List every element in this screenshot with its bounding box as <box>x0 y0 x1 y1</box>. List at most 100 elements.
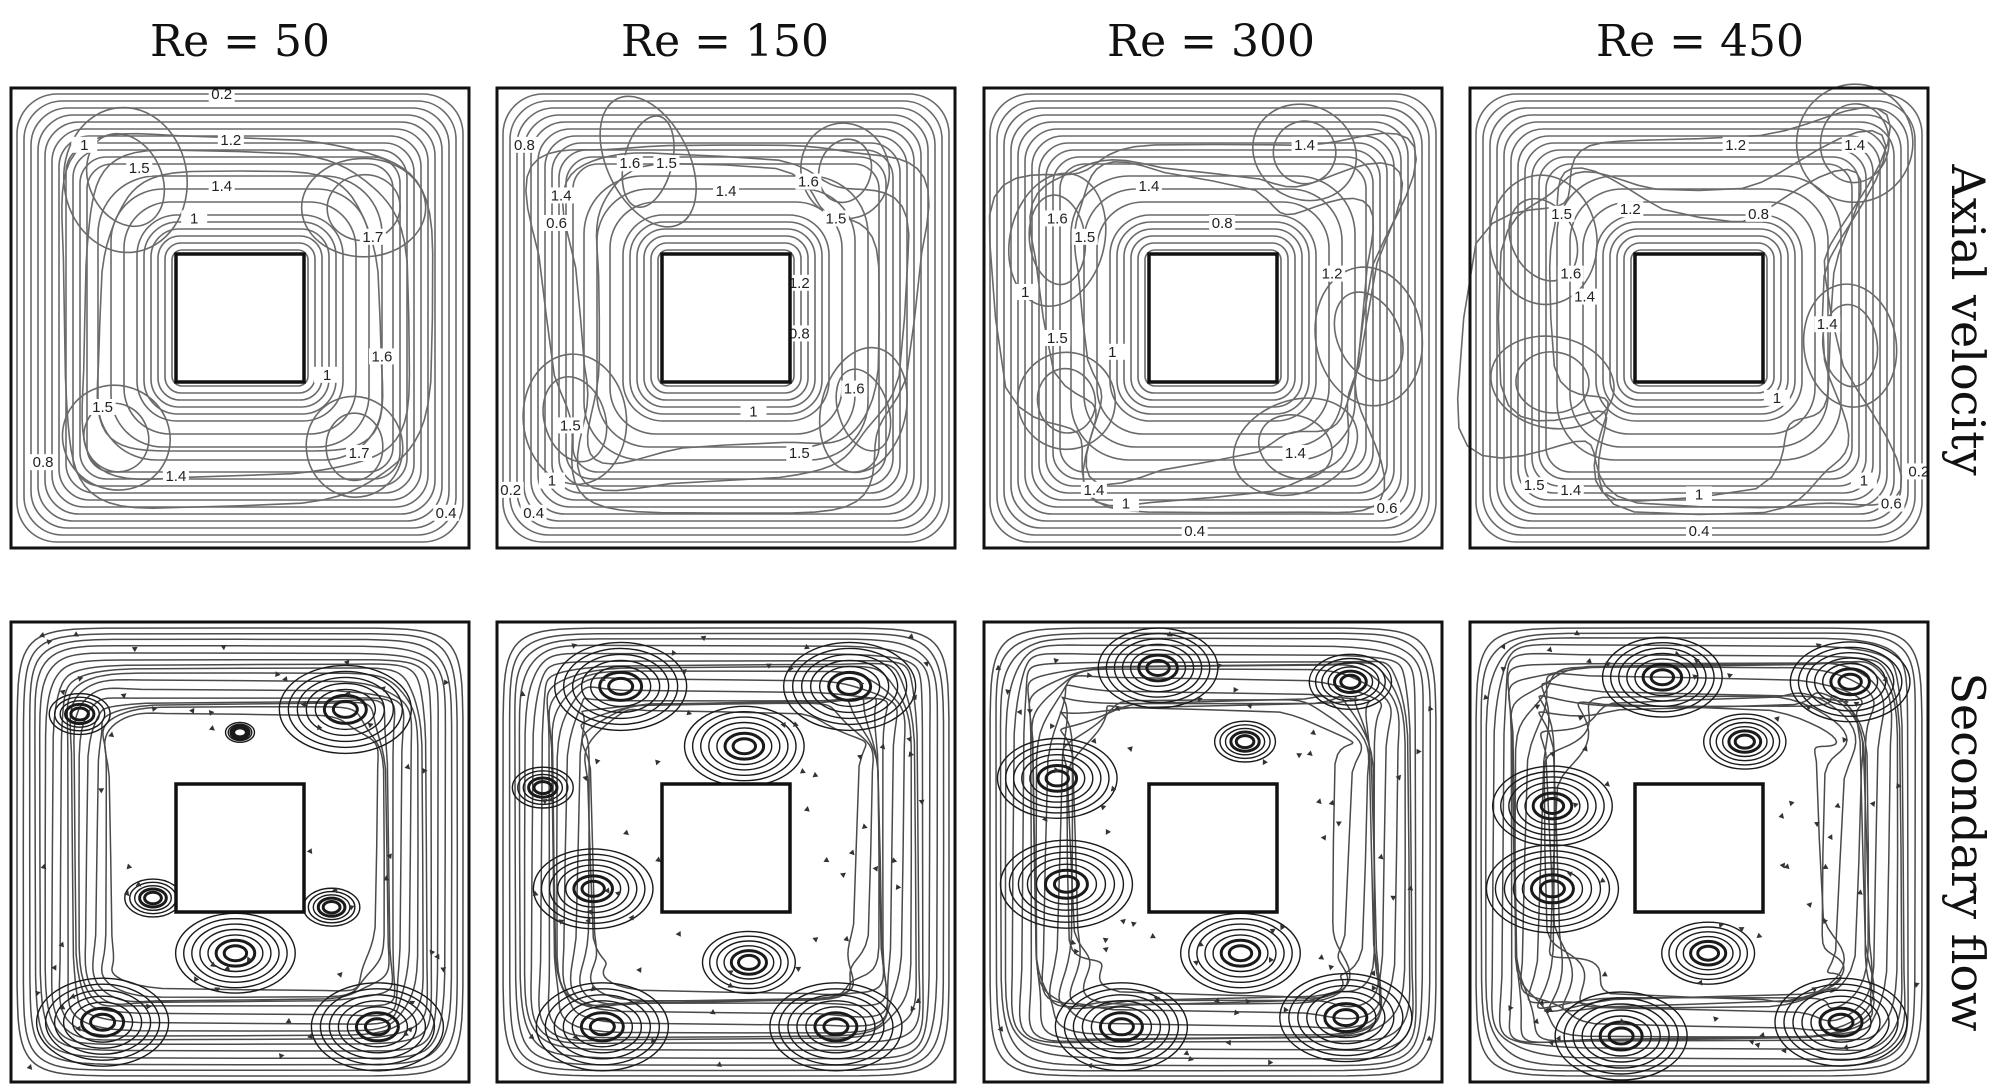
contour-label: 1.7 <box>349 445 370 462</box>
flow-arrow <box>1390 895 1397 901</box>
flow-arrow <box>1310 729 1316 735</box>
vortex-ring <box>1810 1001 1872 1043</box>
square-obstacle <box>1147 252 1279 384</box>
flow-arrow <box>872 865 879 872</box>
streamline <box>538 662 917 1042</box>
vortex-ring <box>571 653 670 720</box>
vortex-ring <box>511 766 574 809</box>
inner-contour <box>1595 214 1803 422</box>
contour-label: 1.5 <box>656 155 677 172</box>
contour-label: 1.6 <box>372 348 393 365</box>
vortex-ring <box>1012 748 1102 809</box>
contour-label: 0.2 <box>211 86 232 103</box>
inner-contour <box>150 228 330 408</box>
contour-label: 1 <box>1021 284 1029 301</box>
flow-arrow <box>343 659 350 666</box>
contour-label: 1.6 <box>1560 266 1581 283</box>
flow-arrow <box>906 736 912 743</box>
flow-arrow <box>1320 834 1327 841</box>
vortex-ring <box>1837 672 1863 691</box>
flow-arrow <box>1811 986 1818 993</box>
vortex-ring <box>1572 1003 1670 1069</box>
flow-arrow <box>1605 661 1612 668</box>
contour-label: 0.8 <box>1748 206 1769 223</box>
flow-arrow <box>604 887 610 894</box>
contour-label-bg <box>359 228 386 245</box>
flow-arrow <box>1005 689 1011 695</box>
flow-arrow <box>1783 863 1790 870</box>
vortex-ring <box>1137 653 1179 683</box>
flow-arrow <box>594 758 601 765</box>
contour-label: 1.5 <box>92 399 113 416</box>
flow-arrow <box>995 664 1002 671</box>
mid-contour <box>61 132 434 510</box>
flow-arrow <box>572 1033 579 1040</box>
flow-arrow <box>332 887 338 894</box>
flow-arrow <box>1856 889 1863 895</box>
flow-arrow <box>911 694 917 701</box>
flow-arrow <box>1500 666 1507 673</box>
vortex-ring <box>1696 944 1721 962</box>
contour-label-bg <box>1181 523 1208 540</box>
vortex-ring <box>556 864 630 914</box>
contour-label-bg <box>1686 486 1712 503</box>
vortex-ring <box>1107 1017 1135 1037</box>
vortex-ring <box>1508 776 1597 836</box>
secondary-flow-row <box>9 620 1930 1084</box>
contour-island-outer <box>1007 172 1107 308</box>
flow-arrow <box>1601 971 1608 977</box>
vortex-ring <box>791 647 908 726</box>
flow-arrow <box>614 890 621 897</box>
contour-label-bg <box>1557 481 1584 498</box>
vortex-ring <box>1081 1000 1162 1054</box>
contour-label: 1.4 <box>1817 316 1838 333</box>
contour-island <box>835 368 892 452</box>
flow-arrow <box>108 731 115 738</box>
flow-arrow <box>532 890 539 896</box>
outer-contour <box>551 142 901 494</box>
flow-arrow <box>671 649 678 656</box>
outer-contour <box>1059 163 1367 473</box>
flow-arrow <box>700 635 707 642</box>
contour-label: 1.2 <box>220 132 241 149</box>
flow-arrow <box>812 771 819 778</box>
inner-contour <box>1630 249 1768 387</box>
flow-arrow <box>98 788 105 794</box>
vortex-ring <box>709 935 789 990</box>
column-title-re-300: Re = 300 <box>1107 16 1315 67</box>
flow-arrow <box>681 669 687 675</box>
flow-arrow <box>386 853 392 860</box>
flow-arrow <box>404 763 411 770</box>
outer-contour <box>989 93 1437 543</box>
vortex-ring <box>71 1001 134 1043</box>
vortex-ring <box>1327 666 1374 698</box>
inner-contour <box>1556 175 1842 461</box>
contour-label: 1.2 <box>1725 137 1746 154</box>
flow-arrow <box>126 863 133 870</box>
secondary-flow-panel-1 <box>9 620 471 1084</box>
contour-label-bg <box>786 445 813 461</box>
contour-label: 1.6 <box>619 155 640 172</box>
flow-arrow <box>220 644 227 651</box>
flow-arrow <box>1738 927 1745 933</box>
flow-arrow <box>1754 1042 1761 1049</box>
flow-arrow <box>208 709 215 716</box>
flow-arrow <box>75 1025 81 1032</box>
inner-contour <box>643 235 809 401</box>
streamline <box>508 632 945 1072</box>
flow-arrow <box>367 722 374 729</box>
contour-label: 1 <box>1695 486 1703 503</box>
contour-label: 0.4 <box>523 505 544 522</box>
flow-arrow <box>1216 663 1223 669</box>
streamline <box>78 697 396 1007</box>
flow-arrow <box>380 686 386 692</box>
vortex-ring <box>1308 653 1393 710</box>
column-title-re-450: Re = 450 <box>1596 16 1804 67</box>
vortex-ring <box>1229 730 1261 753</box>
flow-arrow <box>655 856 661 863</box>
vortex-ring <box>836 676 864 696</box>
contour-label: 1 <box>80 137 88 154</box>
axial-velocity-panel-1: 0.2 1 1.2 1.5 1.4 1 1.7 1.6 1.5 1 1.7 0.8 1.4 0.4 <box>9 86 471 550</box>
contour-label-bg <box>1763 389 1790 406</box>
vortex-ring <box>822 1017 850 1037</box>
